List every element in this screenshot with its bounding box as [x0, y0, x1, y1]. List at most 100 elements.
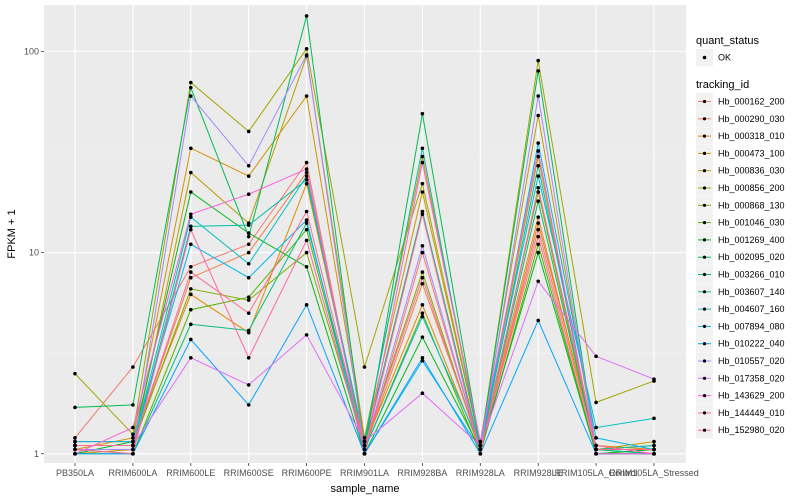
data-point: [362, 365, 367, 369]
data-point: [420, 146, 425, 151]
data-point: [304, 238, 309, 243]
data-point: [189, 355, 193, 360]
x-axis-title: sample_name: [330, 483, 399, 495]
data-point: [246, 298, 251, 302]
data-point: [246, 383, 251, 387]
legend-key-point: [702, 134, 707, 138]
legend-label: Hb_007894_080: [718, 321, 785, 331]
legend-key-point: [702, 99, 707, 104]
data-point: [189, 94, 193, 98]
data-point: [246, 174, 251, 178]
data-point: [246, 129, 251, 134]
legend-label: Hb_000290_030: [718, 114, 785, 124]
legend-color-items: Hb_000162_200 Hb_000290_030 Hb_000318_010 H…: [696, 93, 785, 439]
x-tick-label: RRIM105LA_Control: [555, 468, 638, 478]
data-point: [304, 250, 309, 255]
x-tick-label: RRIM928LE: [514, 468, 563, 478]
data-point: [304, 333, 309, 337]
data-point: [536, 234, 540, 239]
legend-key-point: [702, 151, 707, 155]
legend-key-point: [702, 290, 707, 294]
data-point: [652, 439, 656, 444]
legend-key-point: [702, 255, 707, 259]
data-point: [304, 174, 309, 178]
data-point: [420, 154, 425, 159]
y-tick-label: 100: [24, 46, 39, 56]
data-point: [189, 215, 193, 219]
legend-shape-point: [702, 55, 707, 60]
data-point: [246, 311, 251, 315]
data-point: [189, 242, 193, 247]
data-point: [420, 160, 425, 165]
data-point: [189, 146, 193, 151]
data-point: [131, 451, 135, 456]
data-point: [189, 337, 193, 342]
data-point: [73, 443, 77, 448]
data-point: [189, 224, 193, 229]
data-point: [536, 163, 540, 168]
data-point: [536, 221, 540, 225]
series-points: [73, 14, 656, 456]
data-point: [189, 80, 193, 85]
legend-shape-title: quant_status: [696, 35, 759, 47]
data-point: [536, 227, 540, 232]
data-point: [594, 354, 598, 359]
legend-key-point: [702, 428, 707, 432]
data-point: [73, 436, 77, 440]
legend-key-point: [702, 411, 707, 415]
data-point: [246, 275, 251, 280]
data-point: [246, 261, 251, 266]
legend: quant_status OK tracking_id Hb_000162_20…: [696, 35, 785, 439]
data-point: [304, 14, 309, 18]
legend-label: Hb_143629_200: [718, 391, 785, 401]
data-point: [420, 358, 425, 363]
data-point: [478, 447, 483, 452]
data-point: [131, 443, 135, 448]
legend-key-point: [702, 342, 707, 346]
data-point: [594, 400, 598, 405]
legend-label: Hb_001046_030: [718, 218, 785, 228]
data-point: [246, 403, 251, 407]
data-point: [189, 227, 193, 232]
legend-key-point: [702, 307, 707, 311]
data-point: [478, 451, 483, 456]
data-point: [536, 215, 540, 219]
data-point: [420, 181, 425, 186]
data-point: [536, 69, 540, 73]
data-point: [536, 94, 540, 98]
data-point: [420, 355, 425, 360]
data-point: [478, 439, 483, 444]
data-point: [304, 160, 309, 165]
data-point: [594, 443, 598, 448]
legend-label: Hb_000162_200: [718, 97, 785, 107]
data-point: [536, 242, 540, 247]
data-point: [189, 307, 193, 312]
data-point: [304, 303, 309, 307]
data-point: [420, 281, 425, 286]
data-point: [536, 149, 540, 153]
data-point: [246, 328, 251, 333]
data-point: [420, 335, 425, 339]
data-point: [304, 170, 309, 175]
data-point: [420, 190, 425, 194]
legend-label: Hb_017358_020: [718, 373, 785, 383]
data-point: [131, 425, 135, 430]
data-point: [131, 439, 135, 444]
x-tick-label: RRIM901LA: [340, 468, 389, 478]
y-axis-title: FPKM + 1: [6, 209, 18, 258]
x-tick-label: PB350LA: [56, 468, 94, 478]
legend-label: Hb_000473_100: [718, 148, 785, 158]
x-tick-label: RRIM928LA: [456, 468, 505, 478]
data-point: [189, 170, 193, 175]
legend-label: Hb_000856_200: [718, 183, 785, 193]
data-point: [652, 447, 656, 452]
legend-label: Hb_003607_140: [718, 287, 785, 297]
data-point: [73, 371, 77, 376]
data-point: [189, 270, 193, 274]
data-point: [362, 439, 367, 444]
data-point: [246, 223, 251, 227]
data-point: [420, 270, 425, 274]
legend-label: Hb_144449_010: [718, 408, 785, 418]
data-point: [304, 227, 309, 232]
data-point: [189, 322, 193, 327]
